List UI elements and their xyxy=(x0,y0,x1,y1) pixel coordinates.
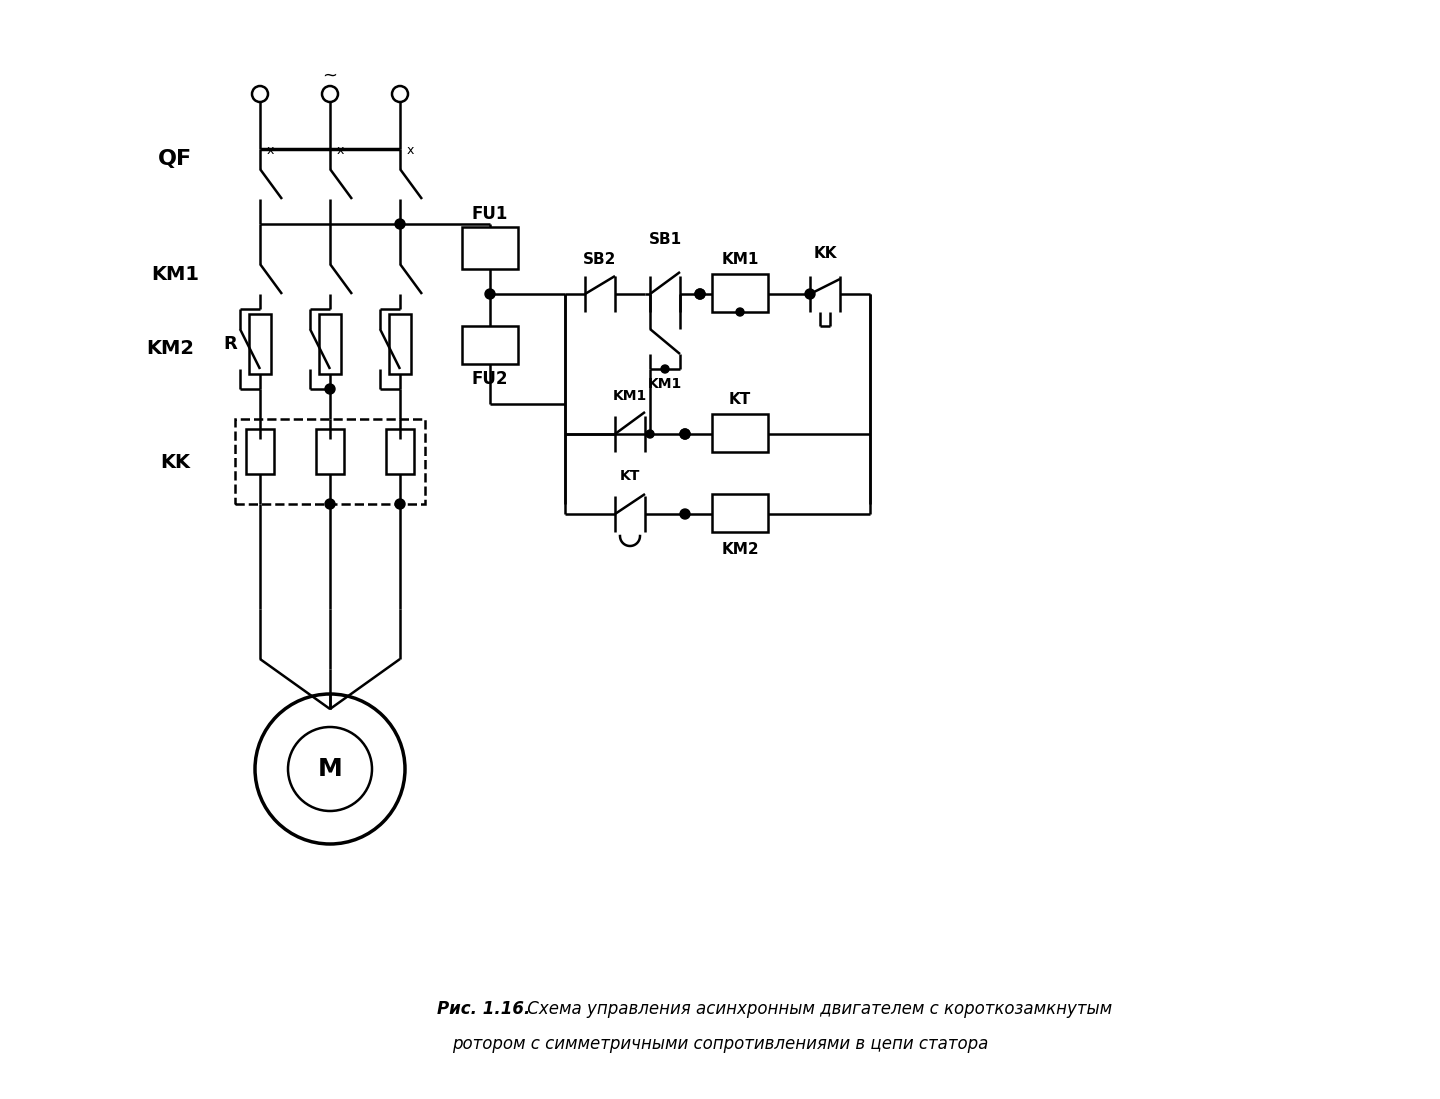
Circle shape xyxy=(395,499,405,509)
Circle shape xyxy=(661,365,670,373)
Circle shape xyxy=(680,509,690,519)
Circle shape xyxy=(395,219,405,229)
Bar xyxy=(246,429,274,474)
Text: KT: KT xyxy=(619,469,641,482)
Bar xyxy=(389,314,410,374)
Text: KT: KT xyxy=(729,391,752,407)
Circle shape xyxy=(252,86,268,102)
Text: Схема управления асинхронным двигателем с короткозамкнутым: Схема управления асинхронным двигателем … xyxy=(521,1000,1112,1018)
Text: KM1: KM1 xyxy=(151,265,199,284)
Text: Рис. 1.16.: Рис. 1.16. xyxy=(436,1000,530,1018)
Bar xyxy=(315,429,344,474)
Bar xyxy=(462,326,518,364)
Text: SB1: SB1 xyxy=(648,232,681,246)
Text: KM1: KM1 xyxy=(721,252,759,266)
Text: QF: QF xyxy=(158,149,192,169)
Text: M: M xyxy=(318,757,343,781)
Circle shape xyxy=(805,289,815,299)
Text: ~: ~ xyxy=(323,67,337,85)
Text: KM1: KM1 xyxy=(613,389,647,403)
Circle shape xyxy=(392,86,408,102)
Text: x: x xyxy=(406,144,413,157)
Text: x: x xyxy=(337,144,344,157)
Text: R: R xyxy=(223,335,236,353)
Circle shape xyxy=(255,693,405,844)
Bar xyxy=(386,429,415,474)
Circle shape xyxy=(325,384,336,395)
Text: KM1: KM1 xyxy=(648,377,683,391)
Text: KK: KK xyxy=(160,453,190,471)
Bar xyxy=(320,314,341,374)
Text: ротором с симметричными сопротивлениями в цепи статора: ротором с симметричными сопротивлениями … xyxy=(452,1035,988,1053)
Text: x: x xyxy=(266,144,274,157)
Bar xyxy=(711,493,768,532)
Bar xyxy=(711,274,768,312)
Circle shape xyxy=(696,289,706,299)
Circle shape xyxy=(736,308,744,317)
Bar xyxy=(249,314,271,374)
Circle shape xyxy=(647,430,654,439)
Text: KK: KK xyxy=(814,246,837,262)
Bar xyxy=(462,227,518,269)
Circle shape xyxy=(485,289,495,299)
Text: SB2: SB2 xyxy=(583,252,616,266)
Circle shape xyxy=(323,86,338,102)
Text: KM2: KM2 xyxy=(721,542,759,556)
Circle shape xyxy=(680,429,690,439)
Bar xyxy=(711,414,768,452)
Text: FU2: FU2 xyxy=(472,370,508,388)
Circle shape xyxy=(288,728,372,811)
Circle shape xyxy=(680,429,690,439)
Text: KM2: KM2 xyxy=(145,340,194,358)
Text: FU1: FU1 xyxy=(472,206,508,223)
Circle shape xyxy=(696,289,706,299)
Circle shape xyxy=(325,499,336,509)
Bar xyxy=(235,419,425,504)
